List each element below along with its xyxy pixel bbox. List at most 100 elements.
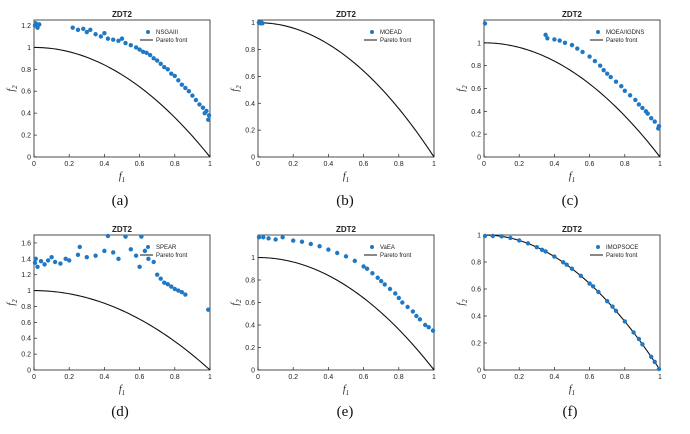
x-tick-label: 0.4 xyxy=(550,374,560,381)
data-point xyxy=(84,29,90,35)
data-point xyxy=(111,37,116,42)
y-tick-label: 0.2 xyxy=(21,352,31,359)
data-point xyxy=(379,278,384,284)
x-tick-label: 0.6 xyxy=(135,374,145,381)
data-point xyxy=(190,93,195,98)
x-tick-label: 0.6 xyxy=(359,374,369,381)
data-point xyxy=(564,262,569,267)
data-point xyxy=(142,248,148,254)
pareto-front-line xyxy=(483,42,661,158)
data-point xyxy=(387,286,393,292)
data-point xyxy=(197,102,202,107)
data-point xyxy=(67,258,72,263)
subplot-caption: (c) xyxy=(562,193,579,209)
y-tick-label: 0.4 xyxy=(245,323,255,330)
x-axis-label: f1 xyxy=(569,171,575,184)
data-point xyxy=(622,88,627,93)
data-point xyxy=(423,322,428,328)
data-point xyxy=(52,259,58,265)
x-tick-label: 0.2 xyxy=(64,374,74,381)
data-point xyxy=(417,317,423,322)
y-tick-label: 0.2 xyxy=(21,133,31,140)
x-tick-label: 0 xyxy=(482,161,486,168)
data-point xyxy=(63,256,68,262)
plot-frame xyxy=(483,234,661,371)
data-point xyxy=(557,38,562,43)
data-point xyxy=(256,235,262,240)
data-point xyxy=(393,291,398,296)
plot-frame xyxy=(257,19,435,158)
y-tick-label: 0 xyxy=(251,368,255,375)
data-point xyxy=(613,79,619,84)
data-point xyxy=(261,235,266,240)
plot-title: ZDT2 xyxy=(112,10,133,19)
data-point xyxy=(155,58,160,63)
plot-frame xyxy=(33,234,211,371)
data-point xyxy=(45,258,51,263)
data-point xyxy=(202,110,207,116)
data-point xyxy=(545,36,550,41)
data-point xyxy=(32,260,38,265)
data-point xyxy=(643,109,649,114)
pareto-front-line xyxy=(257,22,435,158)
y-tick-label: 1 xyxy=(27,288,31,295)
data-point xyxy=(151,259,156,265)
data-point xyxy=(266,236,271,241)
data-point xyxy=(119,36,125,41)
data-point xyxy=(102,30,107,36)
legend-marker xyxy=(596,30,600,34)
x-tick-label: 1 xyxy=(208,161,212,168)
y-tick-label: 0.4 xyxy=(21,111,31,118)
x-axis-label: f1 xyxy=(119,171,125,184)
data-point xyxy=(587,281,592,286)
x-tick-label: 0.8 xyxy=(394,161,404,168)
x-tick-label: 0.8 xyxy=(394,374,404,381)
data-point xyxy=(35,25,40,30)
x-tick-label: 0.8 xyxy=(170,374,180,381)
data-point xyxy=(552,254,557,259)
legend-label: Pareto front xyxy=(156,253,188,259)
data-point xyxy=(88,27,93,33)
data-point xyxy=(361,264,366,269)
data-point xyxy=(596,289,601,295)
y-tick-label: 0 xyxy=(27,155,31,162)
subplot-caption: (f) xyxy=(563,404,578,420)
data-point xyxy=(123,40,128,46)
y-axis-label: f2 xyxy=(456,299,469,306)
legend-label: Pareto front xyxy=(156,38,188,44)
y-tick-label: 1.2 xyxy=(21,23,31,30)
x-tick-label: 0 xyxy=(482,374,486,381)
data-point xyxy=(179,82,185,87)
x-tick-label: 0 xyxy=(256,374,260,381)
data-point xyxy=(552,37,557,42)
data-point xyxy=(308,241,313,247)
data-point xyxy=(70,25,75,30)
data-point xyxy=(93,32,98,37)
data-point xyxy=(140,49,146,54)
legend-label: MOEA/IGDNS xyxy=(606,30,644,36)
y-tick-label: 1.2 xyxy=(21,272,31,279)
y-tick-label: 0.4 xyxy=(21,336,31,343)
data-point xyxy=(162,280,167,285)
data-point xyxy=(543,249,548,254)
y-tick-label: 0.2 xyxy=(245,128,255,135)
y-tick-label: 1 xyxy=(477,233,481,240)
data-point xyxy=(172,286,177,292)
legend-marker xyxy=(146,30,150,34)
y-tick-label: 0.8 xyxy=(21,67,31,74)
data-point xyxy=(575,46,580,51)
data-point xyxy=(400,300,405,305)
legend-marker xyxy=(370,30,374,34)
data-point xyxy=(534,244,539,250)
y-tick-label: 0.6 xyxy=(21,89,31,96)
x-axis-label: f1 xyxy=(343,171,349,184)
data-point xyxy=(370,271,375,276)
data-point xyxy=(343,254,349,259)
y-tick-label: 0.2 xyxy=(471,132,481,139)
data-point xyxy=(649,115,654,121)
x-tick-label: 0.4 xyxy=(100,161,110,168)
y-tick-label: 0.2 xyxy=(245,345,255,352)
data-point xyxy=(137,264,142,269)
y-tick-label: 0.6 xyxy=(471,287,481,294)
